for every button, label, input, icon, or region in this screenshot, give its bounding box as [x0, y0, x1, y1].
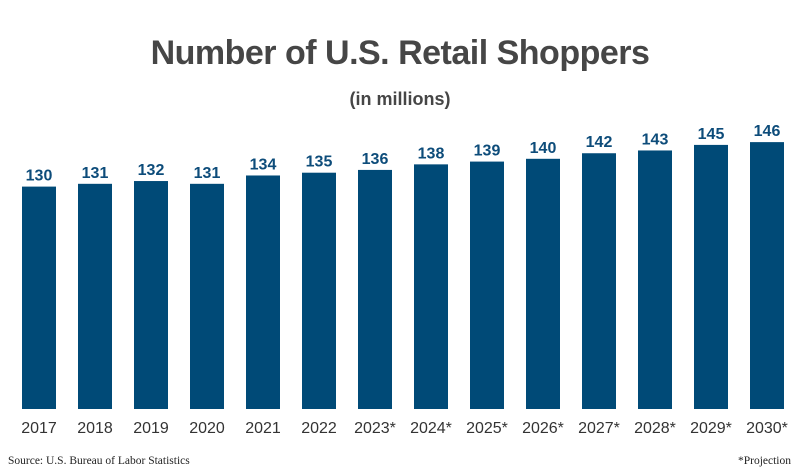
data-label: 136 — [362, 151, 389, 168]
x-tick-label: 2030* — [746, 420, 788, 437]
x-tick-label: 2018 — [77, 420, 113, 437]
x-tick-label: 2023* — [354, 420, 396, 437]
bar-2017 — [22, 186, 56, 409]
data-label: 142 — [586, 134, 613, 151]
x-tick-label: 2025* — [466, 420, 508, 437]
bar-2025 — [470, 161, 504, 409]
x-tick-label: 2029* — [690, 420, 732, 437]
x-tick-label: 2026* — [522, 420, 564, 437]
x-tick-label: 2019 — [133, 420, 169, 437]
x-tick-label: 2022 — [301, 420, 337, 437]
projection-note: *Projection — [737, 455, 791, 467]
data-label: 145 — [698, 126, 725, 143]
data-label: 139 — [474, 143, 501, 160]
x-tick-label: 2021 — [245, 420, 281, 437]
data-label: 143 — [642, 131, 669, 148]
x-tick-label: 2024* — [410, 420, 452, 437]
chart-subtitle: (in millions) — [349, 89, 451, 109]
bar-2022 — [302, 172, 336, 409]
data-label: 130 — [26, 168, 53, 185]
bar-2028 — [638, 150, 672, 409]
data-label: 146 — [754, 123, 781, 140]
bar-2019 — [134, 181, 168, 409]
bar-2030 — [750, 142, 784, 409]
x-tick-label: 2027* — [578, 420, 620, 437]
bar-2029 — [694, 144, 728, 409]
data-label: 138 — [418, 145, 445, 162]
x-tick-label: 2017 — [21, 420, 57, 437]
bar-2024 — [414, 164, 448, 409]
x-tick-label: 2028* — [634, 420, 676, 437]
bar-2027 — [582, 153, 616, 409]
bar-2023 — [358, 169, 392, 409]
bar-2026 — [526, 158, 560, 409]
data-label: 135 — [306, 154, 333, 171]
data-label: 132 — [138, 162, 165, 179]
chart-title: Number of U.S. Retail Shoppers — [150, 34, 650, 72]
data-label: 134 — [250, 156, 277, 173]
bar-2021 — [246, 175, 280, 409]
bar-2018 — [78, 183, 112, 409]
data-label: 140 — [530, 140, 557, 157]
data-label: 131 — [82, 165, 109, 182]
source-note: Source: U.S. Bureau of Labor Statistics — [8, 455, 190, 467]
data-label: 131 — [194, 165, 221, 182]
x-tick-label: 2020 — [189, 420, 225, 437]
bar-2020 — [190, 183, 224, 409]
